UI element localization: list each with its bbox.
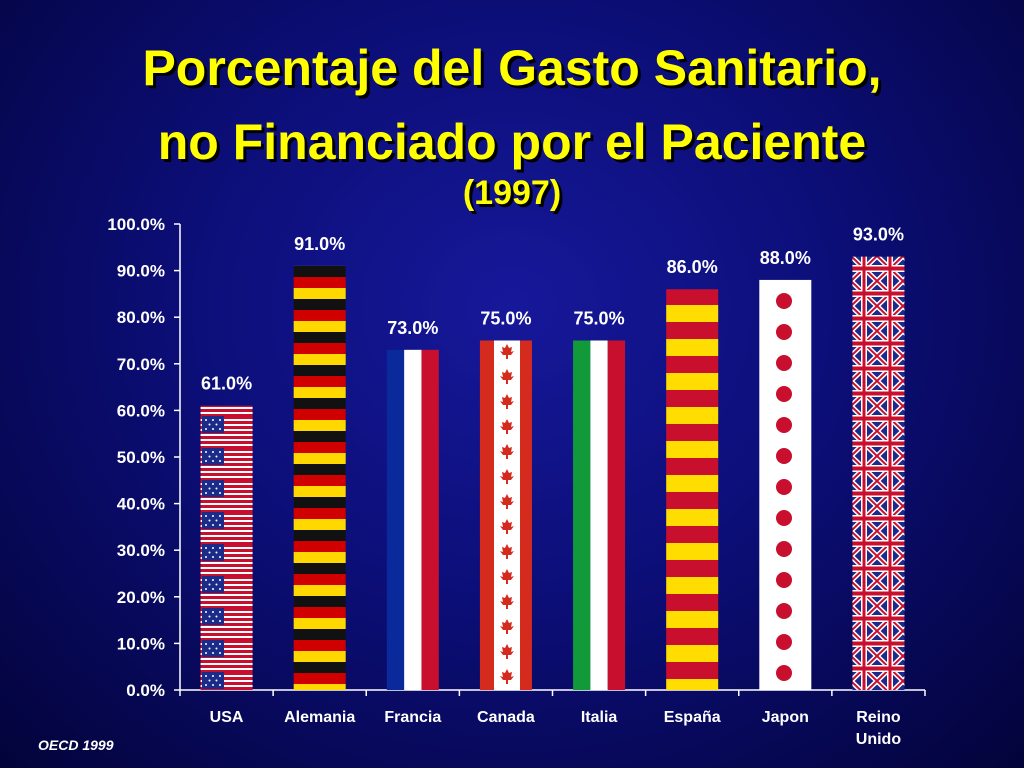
y-tick-label: 40.0% [117,495,165,514]
y-tick-label: 60.0% [117,401,165,420]
y-tick-label: 0.0% [126,681,165,700]
category-label-5: España [664,709,721,726]
category-label-1: Alemania [284,709,355,726]
bar-france-flag [386,349,439,690]
chart-title-line-2: no Financiado por el Paciente [157,114,867,170]
source-note: OECD 1999 [38,737,114,753]
y-tick-label: 100.0% [107,215,165,234]
y-tick-label: 20.0% [117,588,165,607]
bar-uk-flag [852,256,905,690]
bar-usa-flag [200,405,253,690]
category-label-7: Reino Unido [856,709,902,748]
y-tick-label: 80.0% [117,308,165,327]
y-tick-label: 70.0% [117,355,165,374]
bar-spain-flag [666,289,719,690]
y-tick-label: 10.0% [117,634,165,653]
bar-germany-flag [293,265,346,690]
category-label-4: Italia [581,709,618,726]
category-label-3: Canada [477,709,535,726]
bar-canada-flag [479,340,532,690]
value-label-1: 91.0% [294,234,345,254]
category-label-2: Francia [384,709,441,726]
chart-title-year: (1997) [462,174,562,212]
y-tick-label: 90.0% [117,262,165,281]
category-label-0: USA [210,709,244,726]
bar-italy-flag [573,340,626,690]
value-label-5: 86.0% [667,257,718,277]
value-label-7: 93.0% [853,225,904,245]
value-label-0: 61.0% [201,374,252,394]
bar-japan-flag [759,279,812,690]
category-label-6: Japon [762,709,809,726]
value-label-4: 75.0% [574,309,625,329]
chart-title-line-1: Porcentaje del Gasto Sanitario, [142,40,882,96]
value-label-2: 73.0% [387,318,438,338]
y-tick-label: 30.0% [117,541,165,560]
value-label-6: 88.0% [760,248,811,268]
y-tick-label: 50.0% [117,448,165,467]
value-label-3: 75.0% [480,309,531,329]
